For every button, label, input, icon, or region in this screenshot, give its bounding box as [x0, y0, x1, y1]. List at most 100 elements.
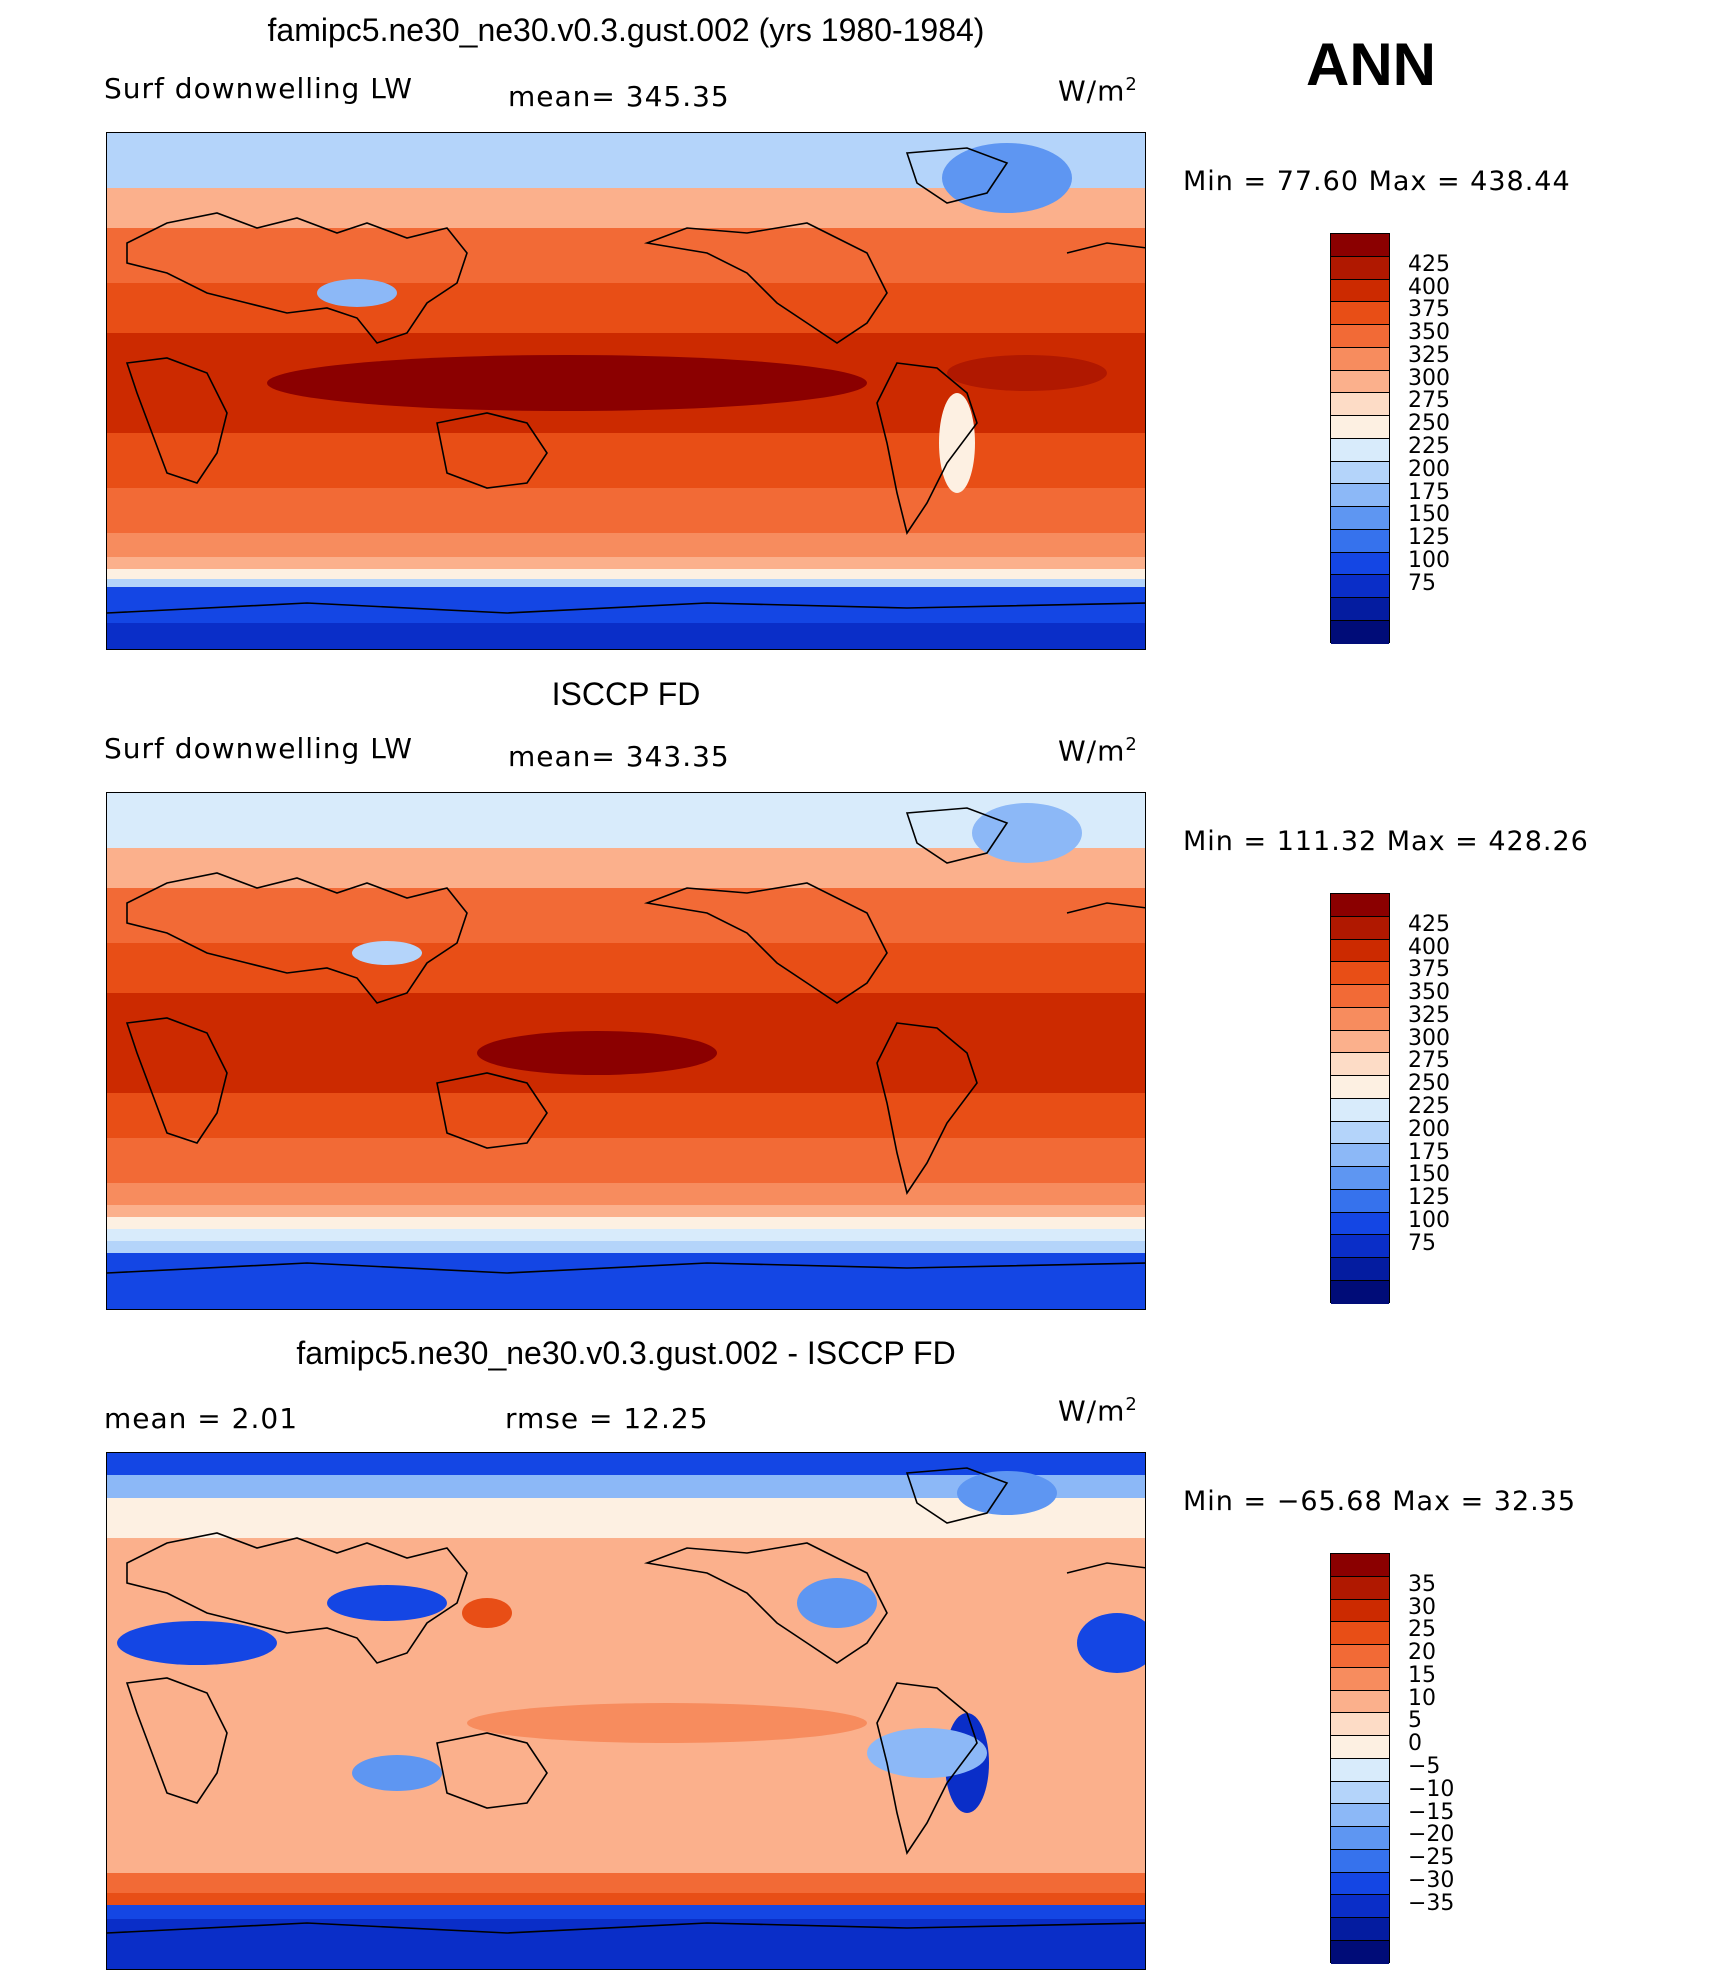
panel-3-map	[106, 1452, 1146, 1970]
panel-2-variable-label: Surf downwelling LW	[104, 732, 413, 765]
colorbar-swatch	[1331, 461, 1389, 485]
colorbar-level-label: 425	[1408, 251, 1450, 277]
colorbar-level-label: 350	[1408, 320, 1450, 346]
panel-1-title: famipc5.ne30_ne30.v0.3.gust.002 (yrs 198…	[267, 12, 985, 48]
units-superscript: 2	[1125, 1394, 1138, 1415]
panel-3-units: W/m2	[1058, 1394, 1138, 1427]
colorbar-swatch	[1331, 1667, 1389, 1691]
colorbar-swatch	[1331, 1713, 1389, 1737]
units-text: W/m	[1058, 74, 1126, 108]
colorbar-level-label: 10	[1408, 1685, 1436, 1711]
units-superscript: 2	[1125, 74, 1138, 95]
colorbar-swatch	[1331, 1144, 1389, 1168]
colorbar-level-label: 175	[1408, 1139, 1450, 1165]
colorbar-level-label: 125	[1408, 1185, 1450, 1211]
colorbar-swatch	[1331, 1167, 1389, 1190]
colorbar-swatch	[1331, 1736, 1389, 1759]
colorbar-level-label: −15	[1408, 1799, 1455, 1825]
colorbar-swatch	[1331, 1941, 1389, 1964]
panel-2-map-svg	[107, 793, 1145, 1309]
colorbar-swatch	[1331, 962, 1389, 986]
colorbar-level-label: 125	[1408, 525, 1450, 551]
colorbar-swatch	[1331, 1849, 1389, 1873]
colorbar-swatch	[1331, 416, 1389, 439]
colorbar-swatch	[1331, 1599, 1389, 1623]
units-text: W/m	[1058, 1394, 1126, 1428]
colorbar-level-label: 15	[1408, 1662, 1436, 1688]
colorbar-level-label: 35	[1408, 1571, 1436, 1597]
units-text: W/m	[1058, 734, 1126, 768]
colorbar-swatch	[1331, 1895, 1389, 1919]
colorbar-swatch	[1331, 1281, 1389, 1304]
colorbar-level-label: 20	[1408, 1640, 1436, 1666]
panel-3-rmse-label: rmse = 12.25	[505, 1402, 709, 1435]
colorbar-swatch	[1331, 1121, 1389, 1145]
units-superscript: 2	[1125, 734, 1138, 755]
panel-1-colorbar	[1330, 233, 1390, 644]
colorbar-swatch	[1331, 1576, 1389, 1600]
colorbar-swatch	[1331, 1645, 1389, 1668]
colorbar-level-label: −10	[1408, 1776, 1455, 1802]
colorbar-level-label: 400	[1408, 274, 1450, 300]
colorbar-swatch	[1331, 1030, 1389, 1054]
colorbar-level-label: 200	[1408, 456, 1450, 482]
colorbar-level-label: −5	[1408, 1754, 1441, 1779]
colorbar-swatch	[1331, 1872, 1389, 1896]
colorbar-level-label: 400	[1408, 934, 1450, 960]
colorbar-swatch	[1331, 1007, 1389, 1031]
colorbar-level-label: 225	[1408, 1094, 1450, 1119]
colorbar-swatch	[1331, 985, 1389, 1008]
colorbar-level-label: 30	[1408, 1594, 1436, 1620]
colorbar-swatch	[1331, 552, 1389, 576]
colorbar-level-label: −20	[1408, 1822, 1455, 1848]
colorbar-swatch	[1331, 939, 1389, 963]
colorbar-level-label: 250	[1408, 411, 1450, 437]
colorbar-swatch	[1331, 507, 1389, 530]
colorbar-swatch	[1331, 1758, 1389, 1782]
colorbar-level-label: 175	[1408, 479, 1450, 505]
panel-2-mean-label: mean= 343.35	[508, 740, 730, 773]
panel-2-minmax: Min = 111.32 Max = 428.26	[1183, 826, 1589, 857]
colorbar-level-label: 250	[1408, 1071, 1450, 1097]
panel-2-colorbar	[1330, 893, 1390, 1304]
panel-1-map-svg	[107, 133, 1145, 649]
colorbar-swatch	[1331, 1690, 1389, 1714]
colorbar-swatch	[1331, 1781, 1389, 1805]
colorbar-swatch	[1331, 1235, 1389, 1259]
colorbar-level-label: 225	[1408, 434, 1450, 459]
colorbar-level-label: 25	[1408, 1617, 1436, 1643]
colorbar-swatch	[1331, 256, 1389, 280]
colorbar-swatch	[1331, 1189, 1389, 1213]
colorbar-level-label: 325	[1408, 342, 1450, 368]
colorbar-swatch	[1331, 370, 1389, 394]
colorbar-swatch	[1331, 1258, 1389, 1282]
colorbar-level-label: 325	[1408, 1002, 1450, 1028]
colorbar-level-label: 150	[1408, 1162, 1450, 1188]
colorbar-swatch	[1331, 575, 1389, 599]
colorbar-swatch	[1331, 438, 1389, 462]
colorbar-swatch	[1331, 1804, 1389, 1828]
colorbar-level-label: 375	[1408, 297, 1450, 323]
panel-2-title: ISCCP FD	[551, 676, 701, 712]
colorbar-level-label: 350	[1408, 980, 1450, 1006]
panel-2-map	[106, 792, 1146, 1310]
colorbar-swatch	[1331, 1827, 1389, 1850]
colorbar-level-label: 200	[1408, 1116, 1450, 1142]
colorbar-swatch	[1331, 1076, 1389, 1099]
panel-1-units: W/m2	[1058, 74, 1138, 107]
colorbar-swatch	[1331, 1622, 1389, 1646]
panel-3-colorbar	[1330, 1553, 1390, 1964]
colorbar-swatch	[1331, 302, 1389, 326]
colorbar-swatch	[1331, 347, 1389, 371]
colorbar-level-label: 300	[1408, 1025, 1450, 1051]
colorbar-swatch	[1331, 484, 1389, 508]
colorbar-level-label: 275	[1408, 1048, 1450, 1074]
panel-3-map-svg	[107, 1453, 1145, 1969]
panel-1-minmax: Min = 77.60 Max = 438.44	[1183, 166, 1571, 197]
colorbar-swatch	[1331, 393, 1389, 417]
colorbar-level-label: 100	[1408, 547, 1450, 573]
colorbar-level-label: 150	[1408, 502, 1450, 528]
colorbar-swatch	[1331, 529, 1389, 553]
panel-1-variable-label: Surf downwelling LW	[104, 72, 413, 105]
colorbar-level-label: −30	[1408, 1867, 1455, 1893]
